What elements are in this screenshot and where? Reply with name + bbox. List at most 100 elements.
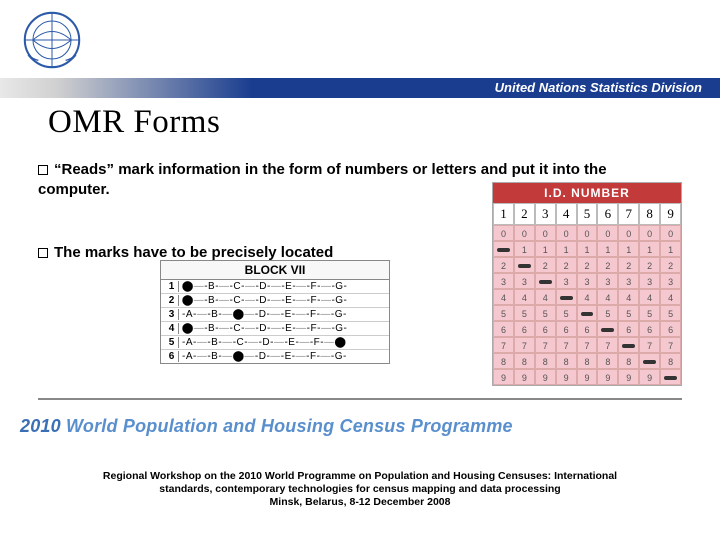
block7-title: BLOCK VII — [161, 261, 389, 280]
block7-row-opts: ⬤—-B-—-C-—-D-—-E-—-F-—-G- — [182, 295, 385, 306]
division-label: United Nations Statistics Division — [495, 80, 702, 95]
id-grid-cell: 3 — [493, 273, 514, 289]
id-grid-cell: 7 — [597, 337, 618, 353]
id-grid-cell: 2 — [618, 257, 639, 273]
id-grid-cell: 6 — [514, 321, 535, 337]
id-grid-cell: 5 — [660, 305, 681, 321]
id-grid-cell: 5 — [639, 305, 660, 321]
id-grid-cell: 1 — [493, 241, 514, 257]
id-written-row: 123456789 — [493, 203, 681, 225]
id-grid-cell: 1 — [639, 241, 660, 257]
id-grid-cell: 9 — [556, 369, 577, 385]
id-written-digit: 6 — [597, 203, 618, 225]
id-grid-cell: 8 — [660, 353, 681, 369]
block7-row: 4⬤—-B-—-C-—-D-—-E-—-F-—-G- — [161, 321, 389, 335]
id-grid-cell: 4 — [493, 289, 514, 305]
id-grid-cell: 2 — [514, 257, 535, 273]
id-grid-cell: 5 — [597, 305, 618, 321]
programme-year: 2010 — [20, 416, 61, 436]
id-grid-cell: 4 — [660, 289, 681, 305]
id-grid-cell: 4 — [639, 289, 660, 305]
un-logo-icon — [18, 6, 86, 74]
footer-line-1: Regional Workshop on the 2010 World Prog… — [48, 470, 672, 483]
id-grid-cell: 9 — [597, 369, 618, 385]
id-written-digit: 4 — [556, 203, 577, 225]
id-grid-cell: 8 — [493, 353, 514, 369]
id-grid-cell: 3 — [535, 273, 556, 289]
id-grid-cell: 4 — [514, 289, 535, 305]
id-grid-cell: 7 — [577, 337, 598, 353]
id-grid-cell: 0 — [493, 225, 514, 241]
id-grid-cell: 7 — [639, 337, 660, 353]
id-grid-row: 000000000 — [493, 225, 681, 241]
id-grid-cell: 6 — [556, 321, 577, 337]
block7-row-opts: -A-—-B-—⬤—-D-—-E-—-F-—-G- — [182, 351, 385, 362]
id-grid-cell: 3 — [577, 273, 598, 289]
id-grid-cell: 2 — [597, 257, 618, 273]
id-grid-cell: 2 — [639, 257, 660, 273]
id-grid-row: 111111111 — [493, 241, 681, 257]
id-grid-cell: 6 — [660, 321, 681, 337]
id-grid-cell: 8 — [556, 353, 577, 369]
footer-line-3: Minsk, Belarus, 8-12 December 2008 — [48, 496, 672, 509]
bullet-2-text: The marks have to be precisely located — [54, 244, 333, 261]
id-grid-cell: 5 — [618, 305, 639, 321]
id-grid-cell: 6 — [597, 321, 618, 337]
id-grid-cell: 2 — [577, 257, 598, 273]
id-grid-row: 666666666 — [493, 321, 681, 337]
block7-row: 5-A-—-B-—-C-—-D-—-E-—-F-—⬤ — [161, 335, 389, 349]
block7-row: 1⬤—-B-—-C-—-D-—-E-—-F-—-G- — [161, 280, 389, 293]
block7-rows: 1⬤—-B-—-C-—-D-—-E-—-F-—-G-2⬤—-B-—-C-—-D-… — [161, 280, 389, 363]
id-grid-cell: 6 — [639, 321, 660, 337]
id-grid-cell: 3 — [618, 273, 639, 289]
id-grid-row: 555555555 — [493, 305, 681, 321]
id-grid-cell: 9 — [493, 369, 514, 385]
id-number-card: I.D. NUMBER 123456789 000000000111111111… — [492, 182, 682, 386]
id-grid-cell: 4 — [597, 289, 618, 305]
id-grid-cell: 9 — [639, 369, 660, 385]
id-grid-cell: 3 — [556, 273, 577, 289]
id-grid-cell: 1 — [514, 241, 535, 257]
id-grid-cell: 4 — [577, 289, 598, 305]
id-grid-cell: 1 — [556, 241, 577, 257]
id-grid-cell: 3 — [639, 273, 660, 289]
slide-header: United Nations Statistics Division — [0, 0, 720, 98]
block7-row-opts: -A-—-B-—⬤—-D-—-E-—-F-—-G- — [182, 309, 385, 320]
id-grid-cell: 7 — [660, 337, 681, 353]
id-grid-cell: 6 — [577, 321, 598, 337]
block7-row-num: 1 — [165, 281, 179, 292]
block7-row-num: 6 — [165, 351, 179, 362]
id-grid-cell: 5 — [493, 305, 514, 321]
id-grid-cell: 7 — [535, 337, 556, 353]
id-grid-cell: 0 — [618, 225, 639, 241]
id-grid-cell: 7 — [618, 337, 639, 353]
id-grid-cell: 8 — [639, 353, 660, 369]
bullet-square-icon — [38, 165, 48, 175]
id-written-digit: 5 — [577, 203, 598, 225]
page-title: OMR Forms — [48, 104, 220, 141]
id-card-header: I.D. NUMBER — [493, 183, 681, 203]
id-grid-cell: 9 — [514, 369, 535, 385]
block7-row: 2⬤—-B-—-C-—-D-—-E-—-F-—-G- — [161, 293, 389, 307]
bullet-square-icon — [38, 248, 48, 258]
block7-row: 6-A-—-B-—⬤—-D-—-E-—-F-—-G- — [161, 349, 389, 363]
id-grid-cell: 8 — [577, 353, 598, 369]
id-grid-cell: 8 — [597, 353, 618, 369]
id-grid-cell: 0 — [556, 225, 577, 241]
id-grid-cell: 1 — [577, 241, 598, 257]
programme-banner: 2010 World Population and Housing Census… — [20, 416, 700, 437]
divider — [38, 398, 682, 400]
id-grid-cell: 2 — [535, 257, 556, 273]
id-grid-cell: 7 — [514, 337, 535, 353]
id-grid-cell: 0 — [514, 225, 535, 241]
id-grid-cell: 4 — [556, 289, 577, 305]
id-grid-cell: 7 — [556, 337, 577, 353]
id-grid-cell: 9 — [577, 369, 598, 385]
footer-text: Regional Workshop on the 2010 World Prog… — [48, 470, 672, 509]
id-grid-cell: 3 — [514, 273, 535, 289]
id-grid-cell: 3 — [660, 273, 681, 289]
id-written-digit: 1 — [493, 203, 514, 225]
id-grid-cell: 5 — [577, 305, 598, 321]
block7-row-num: 2 — [165, 295, 179, 306]
id-grid-row: 999999999 — [493, 369, 681, 385]
